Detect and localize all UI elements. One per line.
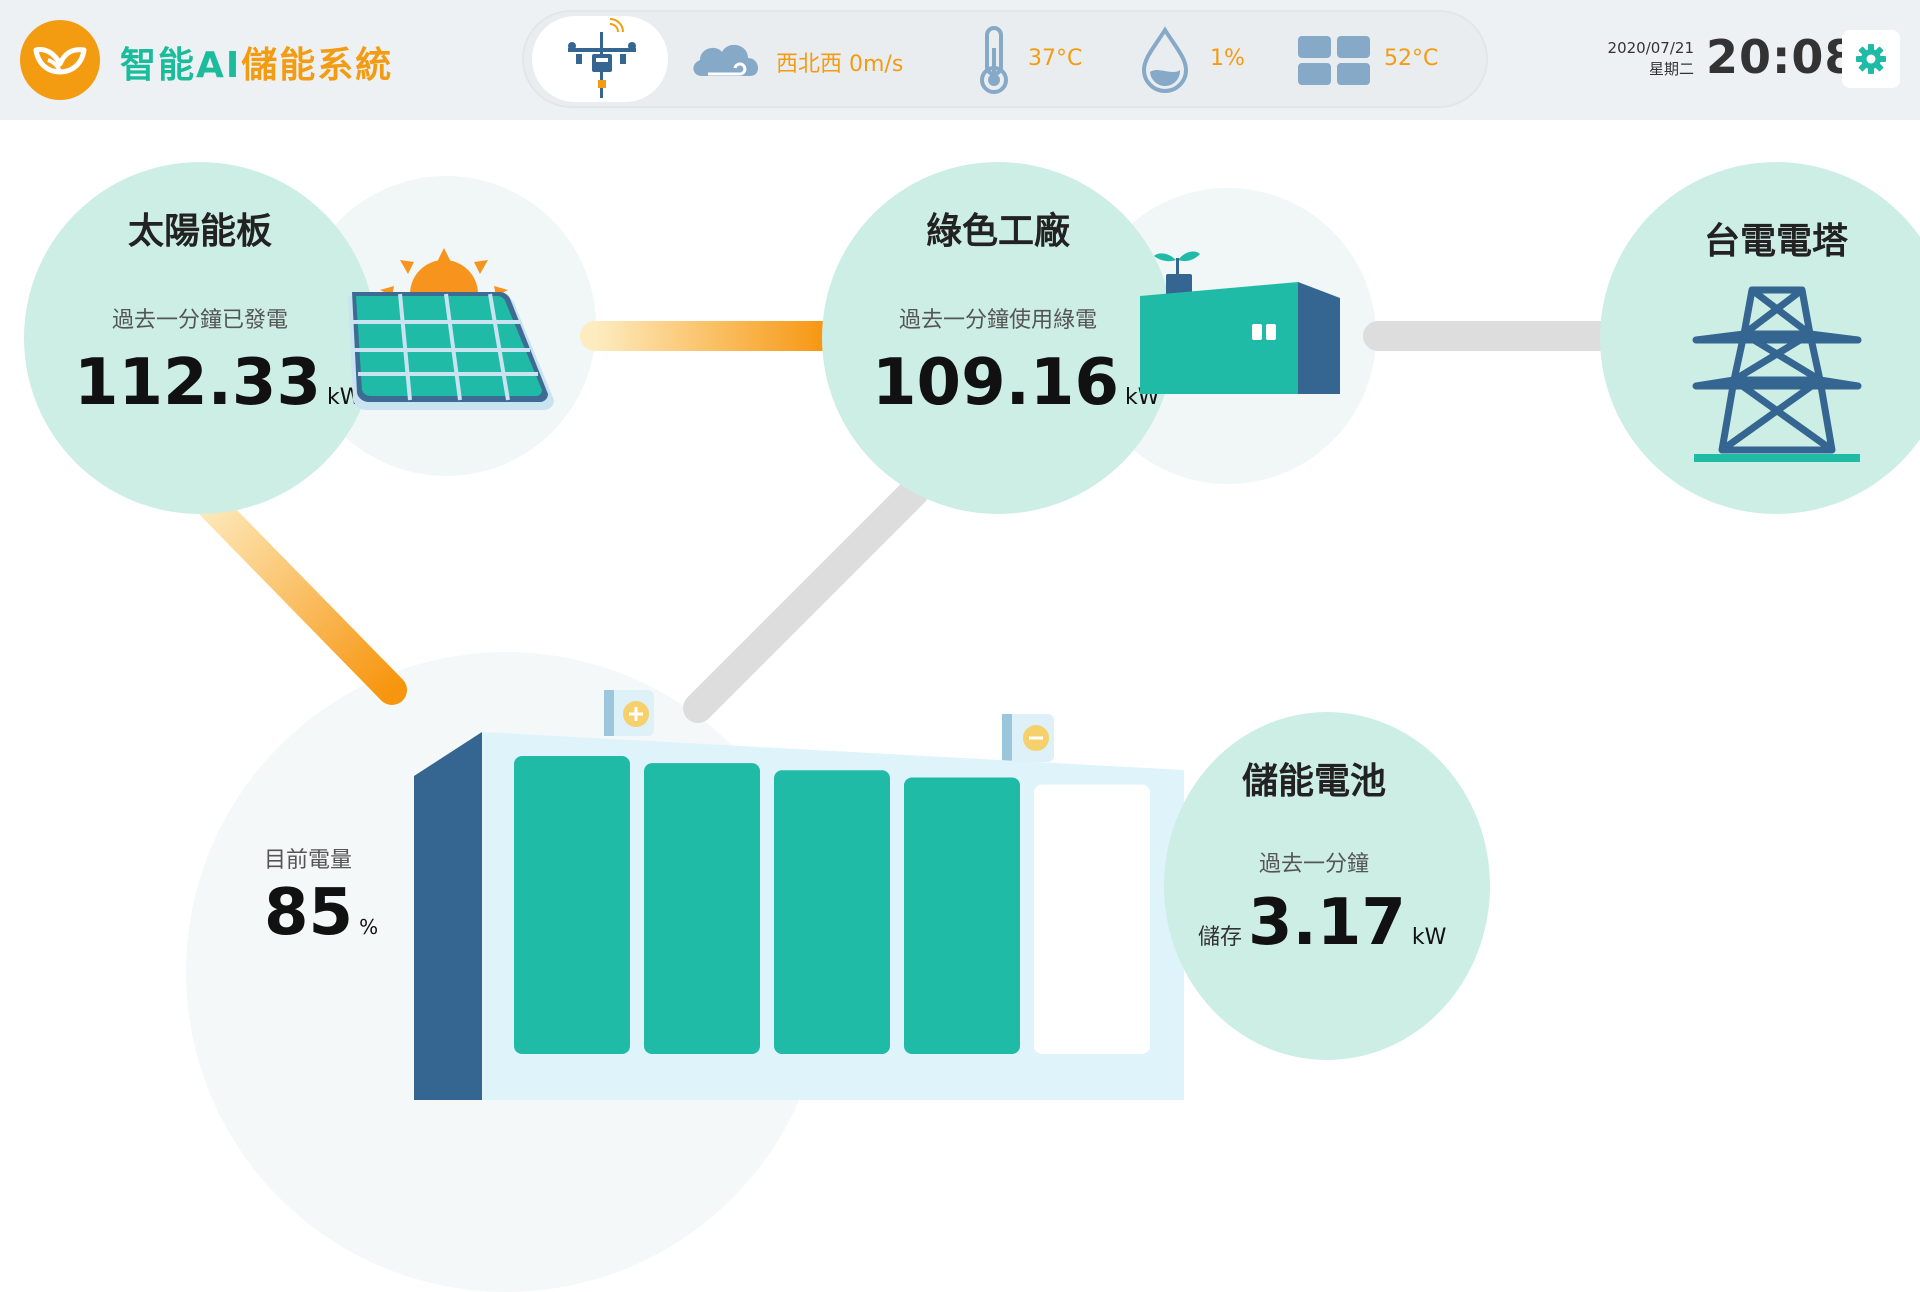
humidity-text: 1% (1210, 46, 1245, 71)
battery-cells (514, 756, 1150, 1054)
thermometer-icon (980, 26, 1008, 94)
solar-value-group: 112.33 kW (74, 346, 361, 420)
battery-title: 儲能電池 (1241, 761, 1386, 802)
green-factory-icon (1140, 251, 1340, 394)
factory-title: 綠色工廠 (925, 211, 1070, 252)
app-logo[interactable] (20, 20, 100, 100)
factory-node: 綠色工廠 過去一分鐘使用綠電 109.16 kW (822, 162, 1174, 514)
settings-button[interactable] (1842, 30, 1900, 88)
solar-value: 112.33 (74, 346, 321, 420)
panel-temperature-text: 52°C (1384, 46, 1439, 71)
solar-to-battery-flow (197, 491, 407, 705)
date-display: 2020/07/21 星期二 (1598, 38, 1694, 80)
app-title-part2: 儲能系統 (241, 45, 394, 86)
weather-station-icon (568, 18, 636, 98)
app-title-part1: 智能AI (120, 45, 242, 86)
battery-graphic (414, 690, 1184, 1100)
solar-node: 太陽能板 過去一分鐘已發電 112.33 kW (24, 162, 376, 514)
battery-charge-label: 目前電量 (264, 848, 353, 873)
weather-station-button[interactable] (532, 16, 668, 102)
water-drop-icon (1141, 26, 1189, 93)
factory-to-battery-flow (683, 477, 929, 723)
solar-subtitle: 過去一分鐘已發電 (111, 308, 288, 333)
battery-cell-filled (514, 756, 630, 1054)
battery-node (1164, 712, 1490, 1060)
factory-value: 109.16 (872, 346, 1119, 420)
gear-icon (1856, 44, 1886, 74)
date-text: 2020/07/21 (1607, 39, 1694, 57)
temperature-item: 37°C (974, 10, 1104, 108)
factory-value-group: 109.16 kW (872, 346, 1159, 420)
battery-cell-empty (1034, 784, 1150, 1054)
weather-bar: 西北西 0m/s 37°C 1% (522, 10, 1488, 108)
wind-item: 西北西 0m/s (688, 10, 903, 108)
header-bar: 智能AI儲能系統 西北西 0m/s (0, 0, 1920, 120)
battery-stored-value: 3.17 (1248, 886, 1406, 960)
battery-stored-label: 儲存 (1198, 925, 1243, 950)
battery-negative-terminal (1002, 714, 1054, 762)
solar-panel-small-icon (1298, 36, 1370, 85)
flow-connectors (197, 321, 1615, 723)
battery-charge-value: 85 (264, 876, 354, 950)
humidity-item: 1% (1140, 10, 1250, 108)
battery-positive-terminal (604, 690, 654, 736)
solar-panel-icon (348, 248, 554, 410)
leaf-logo-icon (33, 47, 87, 75)
solar-title: 太陽能板 (127, 211, 272, 252)
battery-cell-filled (774, 770, 890, 1054)
cloud-wind-icon (693, 44, 759, 76)
factory-subtitle: 過去一分鐘使用綠電 (898, 308, 1097, 333)
battery-cell-filled (644, 763, 760, 1054)
panel-temperature-item: 52°C (1298, 10, 1458, 108)
battery-charge-group: 85% (264, 876, 378, 950)
battery-cell-filled (904, 777, 1020, 1054)
app-title: 智能AI儲能系統 (120, 36, 393, 88)
weekday-text: 星期二 (1648, 60, 1694, 78)
battery-subtitle: 過去一分鐘 (1258, 852, 1369, 877)
battery-stored-unit: kW (1411, 925, 1447, 950)
grid-title: 台電電塔 (1703, 221, 1848, 262)
power-tower-icon (1692, 286, 1862, 462)
clock-time: 20:08 (1706, 30, 1858, 84)
battery-stored-group: 儲存3.17 kW (1198, 886, 1446, 960)
battery-charge-unit: % (359, 915, 379, 939)
temperature-text: 37°C (1028, 46, 1083, 71)
wind-text: 西北西 0m/s (776, 52, 904, 77)
